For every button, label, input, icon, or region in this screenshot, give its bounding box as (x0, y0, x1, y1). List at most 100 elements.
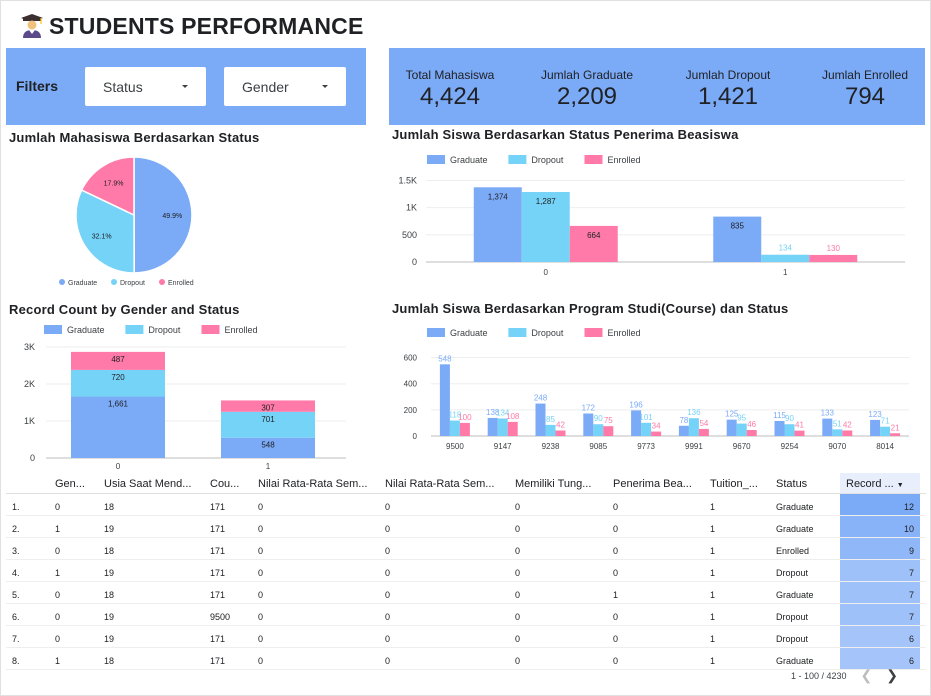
header-grade-sem2[interactable]: Nilai Rata-Rata Sem... (385, 478, 495, 490)
header-record-count[interactable]: Record ... ▼ (840, 473, 920, 493)
table-cell: 1 (710, 612, 716, 622)
scholarship-chart-title: Jumlah Siswa Berdasarkan Status Penerima… (392, 127, 739, 142)
bar-data-label: 1,661 (108, 400, 129, 409)
table-row[interactable]: 4. 1 19 171 0 0 0 0 1 Dropout 7 (6, 560, 926, 582)
table-row[interactable]: 2. 1 19 171 0 0 0 0 1 Graduate 10 (6, 516, 926, 538)
table-cell: 0 (258, 634, 264, 644)
bar-data-label: 487 (111, 355, 125, 364)
table-row[interactable]: 5. 0 18 171 0 0 0 1 1 Graduate 7 (6, 582, 926, 604)
table-cell: 7. (12, 634, 20, 644)
x-tick-label: 9254 (781, 442, 799, 451)
table-cell: 0 (55, 502, 61, 512)
table-cell: 0 (258, 612, 264, 622)
table-cell: 6 (840, 648, 920, 669)
legend-label-enrolled: Enrolled (225, 325, 258, 335)
bar-enrolled-8014 (890, 433, 901, 436)
table-cell: 1 (710, 568, 716, 578)
x-tick-label: 0 (544, 268, 549, 277)
gender-chart-title: Record Count by Gender and Status (9, 302, 240, 317)
legend-dot-graduate (59, 279, 65, 285)
chevron-down-icon (322, 85, 328, 88)
table-cell: 18 (104, 590, 115, 600)
table-cell: 1 (55, 524, 61, 534)
bar-enrolled-1 (221, 400, 315, 412)
bar-data-label: 664 (587, 231, 601, 240)
legend-label-graduate: Graduate (68, 280, 97, 287)
gender-dropdown[interactable]: Gender (224, 67, 346, 106)
table-cell: 0 (515, 656, 521, 666)
table-cell: 1 (710, 656, 716, 666)
table-row[interactable]: 3. 0 18 171 0 0 0 0 1 Enrolled 9 (6, 538, 926, 560)
bar-dropout-9773 (641, 422, 652, 436)
y-tick-label: 400 (404, 380, 418, 389)
table-row[interactable]: 7. 0 19 171 0 0 0 0 1 Dropout 6 (6, 626, 926, 648)
header-age[interactable]: Usia Saat Mend... (104, 478, 192, 490)
bar-data-label: 1,374 (488, 192, 509, 201)
next-page-icon[interactable]: ❯ (886, 667, 899, 683)
header-tuition[interactable]: Tuition_... (710, 478, 758, 490)
bar-data-label: 41 (795, 421, 804, 430)
header-scholarship[interactable]: Penerima Bea... (613, 478, 692, 490)
bar-data-label: 548 (261, 441, 275, 450)
pie-data-label: 49.9% (162, 213, 182, 220)
table-cell: 18 (104, 546, 115, 556)
x-tick-label: 0 (116, 462, 121, 471)
legend-swatch-dropout (125, 325, 144, 334)
header-grade-sem1[interactable]: Nilai Rata-Rata Sem... (258, 478, 368, 490)
bar-graduate-0 (473, 187, 522, 262)
y-tick-label: 1.5K (398, 175, 417, 185)
table-cell: 0 (55, 546, 61, 556)
bar-data-label: 172 (582, 404, 596, 413)
legend-label-graduate: Graduate (450, 328, 488, 338)
legend-swatch-graduate (44, 325, 62, 334)
x-tick-label: 9773 (637, 442, 655, 451)
table-row[interactable]: 8. 1 18 171 0 0 0 0 1 Graduate 6 (6, 648, 926, 670)
kpi-dropout: Jumlah Dropout 1,421 (663, 68, 793, 111)
pie-slice-dropout (75, 189, 135, 274)
bar-data-label: 118 (449, 411, 462, 420)
table-cell: 0 (385, 502, 391, 512)
bar-data-label: 101 (639, 413, 653, 422)
course-chart-title: Jumlah Siswa Berdasarkan Program Studi(C… (392, 301, 789, 316)
legend-dot-enrolled (159, 279, 165, 285)
table-row[interactable]: 1. 0 18 171 0 0 0 0 1 Graduate 12 (6, 494, 926, 516)
status-dropdown-label: Status (103, 78, 143, 95)
table-cell: 19 (104, 612, 115, 622)
pie-data-label: 17.9% (104, 181, 124, 188)
prev-page-icon[interactable]: ❮ (860, 667, 873, 683)
x-tick-label: 9085 (589, 442, 607, 451)
kpi-label: Jumlah Enrolled (821, 68, 909, 82)
table-cell: Dropout (776, 568, 809, 578)
legend-label-dropout: Dropout (148, 325, 181, 335)
table-cell: 0 (55, 590, 61, 600)
table-row[interactable]: 6. 0 19 9500 0 0 0 0 1 Dropout 7 (6, 604, 926, 626)
table-cell: 0 (55, 634, 61, 644)
legend-swatch-enrolled (584, 155, 603, 164)
table-cell: Graduate (776, 656, 814, 666)
legend-label-dropout: Dropout (120, 280, 145, 287)
table-cell: 0 (613, 568, 619, 578)
x-tick-label: 9147 (494, 442, 512, 451)
table-cell: 9500 (210, 612, 231, 622)
table-cell: 0 (613, 656, 619, 666)
header-gender[interactable]: Gen... (55, 478, 85, 490)
table-cell: 18 (104, 502, 115, 512)
header-status[interactable]: Status (776, 478, 808, 490)
bar-data-label: 196 (629, 400, 643, 409)
table-cell: 19 (104, 634, 115, 644)
status-dropdown[interactable]: Status (85, 67, 206, 106)
header-debtor[interactable]: Memiliki Tung... (515, 478, 592, 490)
bar-data-label: 100 (458, 413, 472, 422)
header-index (6, 473, 55, 493)
bar-data-label: 125 (725, 410, 739, 419)
table-cell: 171 (210, 546, 226, 556)
table-cell: 0 (385, 590, 391, 600)
bar-graduate-9254 (774, 420, 785, 436)
kpi-panel: Total Mahasiswa 4,424 Jumlah Graduate 2,… (389, 48, 925, 125)
kpi-enrolled: Jumlah Enrolled 794 (800, 68, 930, 111)
x-tick-label: 9670 (733, 442, 751, 451)
bar-data-label: 548 (438, 354, 452, 363)
header-course[interactable]: Cou... (210, 478, 240, 490)
pie-slice-graduate (133, 156, 193, 274)
table-cell: 0 (258, 656, 264, 666)
